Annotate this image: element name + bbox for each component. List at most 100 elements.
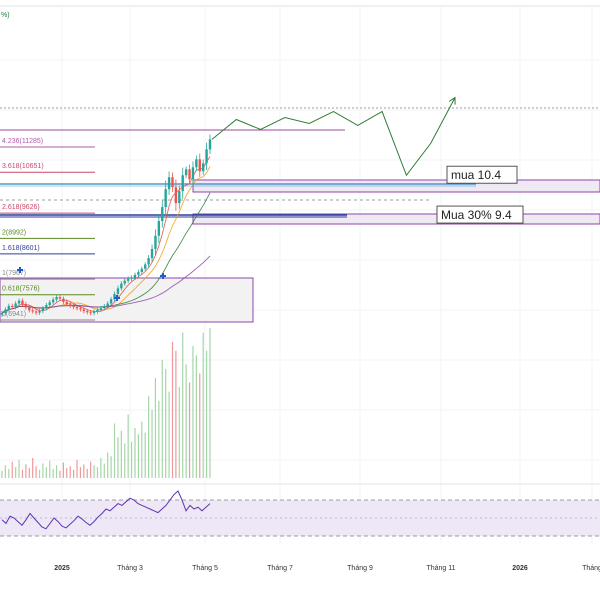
buy-zone-lower — [192, 213, 600, 225]
candle-body — [116, 288, 120, 294]
volume-bar — [188, 382, 191, 478]
volume-bar — [93, 465, 95, 478]
candle-body — [24, 304, 28, 308]
candle-body — [72, 305, 75, 308]
volume-bar — [32, 458, 34, 478]
candle-body — [195, 159, 198, 168]
candle-body — [113, 293, 116, 300]
annotations: mua 10.4 Mua 30% 9.4 — [436, 165, 524, 224]
volume-bar — [178, 387, 180, 478]
candle-body — [96, 309, 99, 312]
x-axis-tick-label: 2025 — [54, 565, 70, 572]
volume-bar — [18, 459, 20, 478]
volume-bar — [45, 467, 47, 478]
volume-bar — [148, 396, 150, 478]
candle-body — [157, 221, 161, 236]
candle-body — [34, 311, 38, 313]
candle-body — [188, 169, 191, 180]
candle-body — [174, 187, 178, 204]
candle-body — [103, 306, 106, 309]
volume-bar — [1, 470, 3, 478]
volume-bar — [73, 469, 75, 478]
volume-bar — [52, 468, 54, 478]
candle-body — [38, 311, 41, 313]
candle-body — [150, 248, 154, 259]
volume-bar — [175, 350, 177, 478]
grid — [0, 6, 600, 545]
candle-body — [55, 297, 58, 300]
candle-body — [181, 175, 184, 192]
projection-arrowhead — [448, 96, 456, 105]
volume-bar — [55, 465, 58, 478]
projection-path — [211, 97, 456, 177]
fib-level-label: 4.236(11285) — [2, 138, 43, 145]
candle-body — [48, 302, 51, 306]
volume-bar — [144, 432, 146, 478]
candle-body — [184, 169, 188, 176]
candle-body — [178, 191, 181, 204]
candle-body — [0, 313, 4, 315]
signal-markers — [17, 267, 166, 301]
volume-bar — [209, 328, 211, 478]
x-axis-tick-label: Tháng 11 — [426, 565, 455, 572]
volume-bar — [195, 355, 197, 478]
candle-body — [140, 268, 144, 273]
corner-label: %) — [1, 12, 10, 19]
volume-bar — [83, 464, 85, 478]
volume-bar — [100, 458, 102, 478]
volume-bar — [117, 437, 119, 478]
candle-body — [68, 304, 72, 306]
candle-body — [89, 312, 92, 314]
volume-bar — [158, 400, 160, 478]
volume-bar — [86, 468, 88, 478]
candle-body — [120, 283, 123, 289]
volume-bar — [59, 470, 61, 478]
volume-bar — [69, 466, 71, 478]
volume-bar — [66, 468, 68, 478]
candle-body — [92, 311, 96, 313]
volume-bar — [103, 463, 105, 478]
candle-body — [208, 139, 212, 150]
volume-bar — [96, 467, 99, 478]
x-axis-tick-label: Tháng 3 — [117, 565, 143, 572]
volume-bar — [141, 421, 143, 478]
volume-bar — [161, 359, 163, 478]
candle-body — [58, 297, 62, 299]
fib-level-label: 2.618(9626) — [2, 204, 40, 211]
candle-body — [130, 277, 133, 279]
candle-body — [154, 235, 157, 249]
annotation-box — [446, 165, 518, 184]
x-axis: 2025 Tháng 3 Tháng 5 Tháng 7 Tháng 9 Tháng 11… — [54, 565, 600, 572]
candle-body — [41, 308, 45, 312]
annotation-text: mua 10.4 — [451, 168, 501, 182]
candle-body — [17, 300, 21, 304]
volume-bar — [120, 430, 122, 478]
volume-bar — [134, 428, 136, 478]
zones — [0, 179, 600, 323]
volume-bar — [199, 373, 201, 478]
candle-body — [21, 300, 24, 305]
candle-body — [31, 310, 34, 312]
candle-body — [137, 272, 140, 275]
candle-body — [11, 305, 14, 308]
candle-body — [167, 177, 171, 190]
x-axis-tick-label: Tháng 9 — [347, 565, 373, 572]
volume-bar — [192, 346, 194, 478]
x-axis-tick-label: Tháng 5 — [192, 565, 218, 572]
fib-level-label: 1.618(8601) — [2, 245, 40, 252]
candle-body — [79, 308, 82, 310]
candle-body — [147, 258, 150, 265]
candle-body — [198, 159, 201, 172]
moving-average-line — [1, 255, 211, 314]
volume-bar — [151, 409, 153, 478]
rsi-pane — [0, 483, 600, 537]
candle-body — [4, 309, 7, 313]
x-axis-tick-label: Tháng 7 — [267, 565, 293, 572]
rsi-line — [1, 490, 211, 530]
moving-average-line — [1, 166, 211, 314]
candle-body — [109, 299, 113, 304]
candle-body — [205, 149, 208, 164]
volume-bar — [8, 468, 10, 478]
